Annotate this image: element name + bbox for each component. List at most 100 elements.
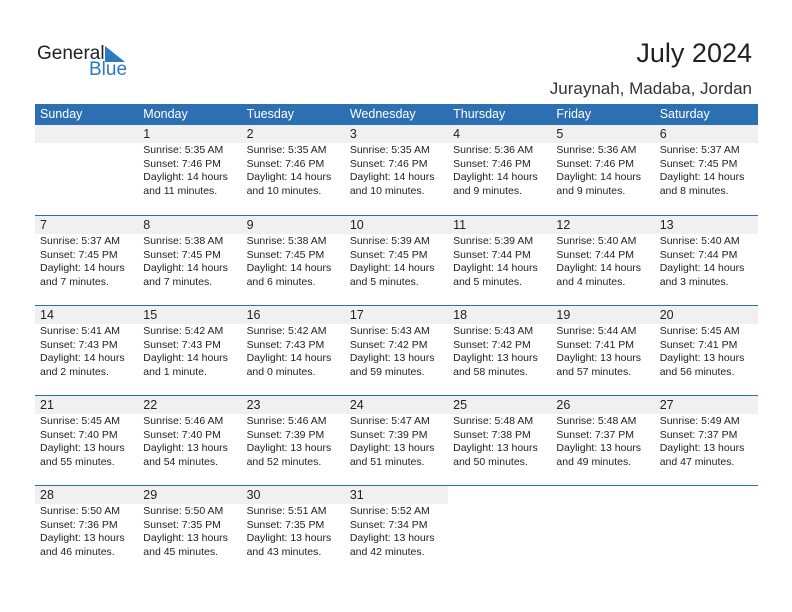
sunset-text: Sunset: 7:45 PM xyxy=(246,248,325,261)
day-cell: 2 Sunrise: 5:35 AM Sunset: 7:46 PM Daylight… xyxy=(241,125,345,215)
date-number: 1 xyxy=(138,125,242,143)
date-number: 14 xyxy=(35,306,139,324)
date-number: 23 xyxy=(241,396,345,414)
daylight-text: Daylight: 14 hours xyxy=(246,262,332,274)
minutes-text: and 49 minutes. xyxy=(556,455,632,468)
sunset-text: Sunset: 7:44 PM xyxy=(659,248,738,261)
day-cell: 19 Sunrise: 5:44 AM Sunset: 7:41 PM Dayligh… xyxy=(551,306,655,395)
day-cell: 17 Sunrise: 5:43 AM Sunset: 7:42 PM Dayligh… xyxy=(344,306,449,395)
minutes-text: and 56 minutes. xyxy=(659,365,735,378)
daylight-text: Daylight: 14 hours xyxy=(143,262,228,274)
minutes-text: and 57 minutes. xyxy=(556,365,632,378)
sunrise-text: Sunrise: 5:38 AM xyxy=(143,235,224,247)
date-number: 18 xyxy=(448,306,552,324)
sunrise-text: Sunrise: 5:48 AM xyxy=(453,415,534,427)
minutes-text: and 3 minutes. xyxy=(659,275,729,288)
date-number: 30 xyxy=(241,486,345,504)
week-row: 14 Sunrise: 5:41 AM Sunset: 7:43 PM Dayligh… xyxy=(35,305,758,395)
empty-day-cell xyxy=(655,486,758,575)
date-number: 9 xyxy=(241,216,345,234)
location: Juraynah, Madaba, Jordan xyxy=(549,79,752,98)
sunrise-text: Sunrise: 5:36 AM xyxy=(453,144,534,156)
sunrise-text: Sunrise: 5:39 AM xyxy=(349,235,430,247)
sunset-text: Sunset: 7:45 PM xyxy=(659,157,738,170)
day-cell: 4 Sunrise: 5:36 AM Sunset: 7:46 PM Daylight… xyxy=(448,125,552,215)
sunrise-text: Sunrise: 5:42 AM xyxy=(143,325,224,337)
daylight-text: Daylight: 14 hours xyxy=(659,171,745,183)
weekday-thursday: Thursday xyxy=(453,107,506,121)
day-cell: 16 Sunrise: 5:42 AM Sunset: 7:43 PM Dayligh… xyxy=(241,306,345,395)
sunrise-text: Sunrise: 5:41 AM xyxy=(40,325,120,337)
sunset-text: Sunset: 7:43 PM xyxy=(40,338,118,351)
day-cell: 23 Sunrise: 5:46 AM Sunset: 7:39 PM Dayligh… xyxy=(241,396,345,485)
minutes-text: and 50 minutes. xyxy=(453,455,528,468)
sunrise-text: Sunrise: 5:47 AM xyxy=(349,415,430,427)
minutes-text: and 11 minutes. xyxy=(143,184,218,197)
sunset-text: Sunset: 7:34 PM xyxy=(349,518,428,531)
date-number: 8 xyxy=(138,216,242,234)
daylight-text: Daylight: 14 hours xyxy=(143,171,228,183)
logo-text-blue: Blue xyxy=(89,59,128,80)
daylight-text: Daylight: 13 hours xyxy=(556,352,642,364)
sunset-text: Sunset: 7:44 PM xyxy=(556,248,635,261)
sunrise-text: Sunrise: 5:48 AM xyxy=(556,415,637,427)
day-cell: 18 Sunrise: 5:43 AM Sunset: 7:42 PM Dayligh… xyxy=(448,306,552,395)
sunrise-text: Sunrise: 5:38 AM xyxy=(246,235,327,247)
sunrise-text: Sunrise: 5:40 AM xyxy=(556,235,637,247)
day-cell: 12 Sunrise: 5:40 AM Sunset: 7:44 PM Dayligh… xyxy=(551,216,655,305)
minutes-text: and 1 minute. xyxy=(143,365,207,378)
sunset-text: Sunset: 7:46 PM xyxy=(246,157,325,170)
day-cell: 6 Sunrise: 5:37 AM Sunset: 7:45 PM Daylight… xyxy=(654,125,758,215)
logo-triangle-icon xyxy=(105,46,125,62)
sunset-text: Sunset: 7:41 PM xyxy=(556,338,635,351)
date-number: 11 xyxy=(448,216,552,234)
day-cell: 14 Sunrise: 5:41 AM Sunset: 7:43 PM Dayligh… xyxy=(35,306,139,395)
sunset-text: Sunset: 7:41 PM xyxy=(659,338,738,351)
empty-day-cell xyxy=(551,486,654,575)
sunrise-text: Sunrise: 5:37 AM xyxy=(40,235,120,247)
day-cell: 31 Sunrise: 5:52 AM Sunset: 7:34 PM Dayligh… xyxy=(344,486,449,575)
date-number: 27 xyxy=(654,396,758,414)
minutes-text: and 9 minutes. xyxy=(556,184,626,197)
sunset-text: Sunset: 7:45 PM xyxy=(40,248,118,261)
minutes-text: and 5 minutes. xyxy=(453,275,523,288)
day-cell: 29 Sunrise: 5:50 AM Sunset: 7:35 PM Dayligh… xyxy=(138,486,242,575)
daylight-text: Daylight: 14 hours xyxy=(453,262,538,274)
sunrise-text: Sunrise: 5:51 AM xyxy=(246,505,327,517)
day-cell: 27 Sunrise: 5:49 AM Sunset: 7:37 PM Dayligh… xyxy=(654,396,758,485)
day-cell: 20 Sunrise: 5:45 AM Sunset: 7:41 PM Dayligh… xyxy=(654,306,758,395)
weekday-header: Sunday Monday Tuesday Wednesday Thursday Frid… xyxy=(35,104,758,125)
sunset-text: Sunset: 7:37 PM xyxy=(556,428,635,441)
minutes-text: and 51 minutes. xyxy=(349,455,425,468)
daylight-text: Daylight: 13 hours xyxy=(556,442,642,454)
daylight-text: Daylight: 13 hours xyxy=(143,532,228,544)
date-band xyxy=(655,486,758,504)
sunrise-text: Sunrise: 5:45 AM xyxy=(40,415,120,427)
day-cell: 10 Sunrise: 5:39 AM Sunset: 7:45 PM Dayligh… xyxy=(344,216,449,305)
day-cell: 22 Sunrise: 5:46 AM Sunset: 7:40 PM Dayligh… xyxy=(138,396,242,485)
date-number: 20 xyxy=(654,306,758,324)
minutes-text: and 59 minutes. xyxy=(349,365,425,378)
weekday-tuesday: Tuesday xyxy=(246,107,295,121)
daylight-text: Daylight: 14 hours xyxy=(143,352,228,364)
sunset-text: Sunset: 7:42 PM xyxy=(349,338,428,351)
daylight-text: Daylight: 13 hours xyxy=(246,442,332,454)
empty-day-cell xyxy=(35,125,139,215)
minutes-text: and 55 minutes. xyxy=(40,455,115,468)
date-number: 19 xyxy=(551,306,655,324)
daylight-text: Daylight: 14 hours xyxy=(556,262,642,274)
date-number: 25 xyxy=(448,396,552,414)
page-title: July 2024 xyxy=(636,38,752,68)
daylight-text: Daylight: 14 hours xyxy=(349,262,435,274)
daylight-text: Daylight: 14 hours xyxy=(246,171,332,183)
daylight-text: Daylight: 13 hours xyxy=(40,532,125,544)
date-number: 5 xyxy=(551,125,655,143)
sunrise-text: Sunrise: 5:36 AM xyxy=(556,144,637,156)
sunset-text: Sunset: 7:39 PM xyxy=(349,428,428,441)
daylight-text: Daylight: 13 hours xyxy=(40,442,125,454)
minutes-text: and 0 minutes. xyxy=(246,365,316,378)
date-band xyxy=(35,125,139,143)
minutes-text: and 47 minutes. xyxy=(659,455,735,468)
date-number: 6 xyxy=(654,125,758,143)
date-number: 29 xyxy=(138,486,242,504)
